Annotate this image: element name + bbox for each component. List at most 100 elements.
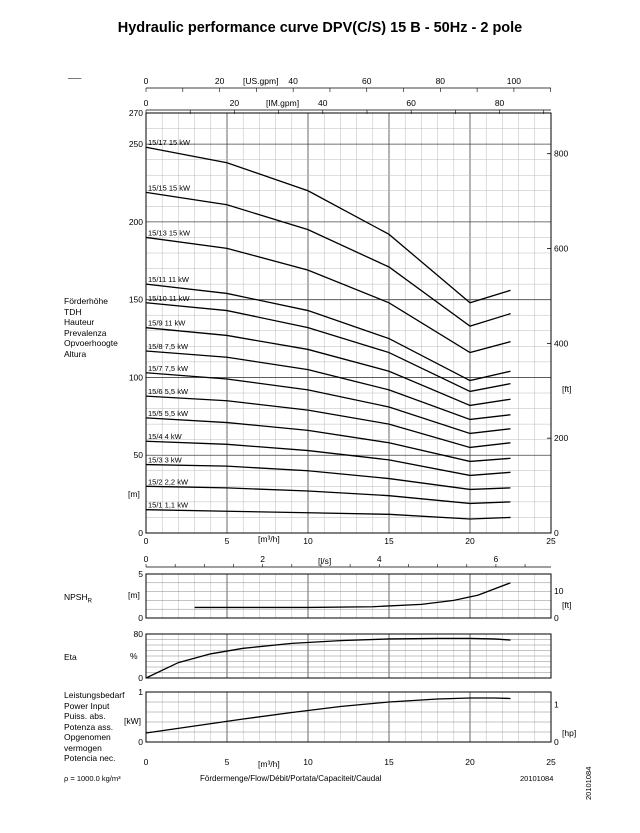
- series-label: 15/9 11 kW: [148, 319, 186, 328]
- curve-head-5: [145, 327, 511, 407]
- y-tick-label: 80: [134, 629, 144, 639]
- head-label-nl: Opvoerhoogte: [64, 338, 118, 348]
- curve-npsh-0: [194, 582, 511, 609]
- m3h-tick-label: 20: [465, 536, 475, 546]
- panel-frame: [145, 573, 552, 619]
- flow-axis-title: Fördermenge/Flow/Débit/Portata/Capacitei…: [200, 774, 382, 783]
- usgpm-tick-label: 0: [144, 76, 149, 86]
- series-label: 15/1 1,1 kW: [148, 501, 189, 510]
- npsh-label-main: NPSH: [64, 592, 88, 602]
- y-tick-label: 5: [138, 569, 143, 579]
- m3h-tick-label: 10: [303, 536, 313, 546]
- power-label-en: Power Input: [64, 700, 110, 711]
- usgpm-tick-label: 40: [288, 76, 298, 86]
- m3h-tick-label: 0: [144, 536, 149, 546]
- panel-frame: [145, 691, 552, 743]
- imgpm-tick-label: 60: [406, 98, 416, 108]
- secondary-tick-label: 10: [554, 586, 564, 596]
- m3h-tick-label-bottom: 25: [546, 757, 556, 767]
- curve-head-3: [145, 283, 511, 382]
- curve-head-6: [145, 350, 511, 421]
- y-tick-label: 200: [129, 217, 143, 227]
- secondary-tick-label: 400: [554, 338, 568, 348]
- m3h-tick-label: 5: [225, 536, 230, 546]
- page-title: Hydraulic performance curve DPV(C/S) 15 …: [117, 20, 523, 36]
- imgpm-tick-label: 80: [495, 98, 505, 108]
- power-unit-kw: [kW]: [124, 716, 141, 726]
- usgpm-tick-label: 80: [436, 76, 446, 86]
- y-tick-label: 150: [129, 295, 143, 305]
- npsh-unit-ft: [ft]: [562, 600, 572, 610]
- ls-tick-label: 0: [144, 554, 149, 564]
- curve-head-9: [145, 417, 511, 463]
- curve-head-12: [145, 485, 511, 505]
- head-label-block: Förderhöhe TDH Hauteur Prevalenza Opvoer…: [64, 296, 118, 359]
- power-label-it: Potenza ass.: [64, 721, 114, 732]
- power-label-de: Leistungsbedarf: [64, 690, 125, 700]
- npsh-unit-m: [m]: [128, 590, 140, 600]
- document-code: 20101084: [520, 774, 554, 783]
- eta-label: Eta: [64, 652, 77, 662]
- series-label: 15/4 4 kW: [148, 432, 183, 441]
- curve-layer: [145, 146, 511, 734]
- curve-head-11: [145, 463, 511, 491]
- usgpm-tick-label: 100: [507, 76, 521, 86]
- series-label: 15/3 3 kW: [148, 456, 183, 465]
- power-unit-hp: [hp]: [562, 728, 577, 738]
- usgpm-tick-label: 20: [215, 76, 225, 86]
- m3h-unit-label-top: [m³/h]: [258, 534, 280, 544]
- imgpm-tick-label: 0: [144, 98, 149, 108]
- head-label-de: Förderhöhe: [64, 296, 108, 306]
- power-label-fr: Puiss. abs.: [64, 711, 106, 721]
- m3h-unit-label-bottom: [m³/h]: [258, 759, 280, 769]
- corner-mark: ___: [68, 70, 82, 79]
- series-label: 15/10 11 kW: [148, 294, 190, 303]
- curve-head-8: [145, 395, 511, 449]
- usgpm-unit-label: [US.gpm]: [243, 76, 279, 86]
- head-label-en: TDH: [64, 306, 82, 317]
- document-code-vertical: 20101084: [584, 766, 593, 800]
- m3h-tick-label-bottom: 0: [144, 757, 149, 767]
- power-label-block: Leistungsbedarf Power Input Puiss. abs. …: [64, 690, 125, 764]
- y-tick-label: 0: [138, 673, 143, 683]
- secondary-tick-label: 600: [554, 244, 568, 254]
- y-tick-label: 50: [134, 450, 144, 460]
- series-label: 15/15 15 kW: [148, 183, 191, 192]
- usgpm-tick-label: 60: [362, 76, 372, 86]
- y-tick-label: 100: [129, 372, 143, 382]
- y-tick-label: 0: [138, 737, 143, 747]
- secondary-tick-label: 800: [554, 149, 568, 159]
- npsh-label-sub: R: [87, 598, 92, 605]
- curve-head-7: [145, 372, 511, 435]
- curve-head-2: [145, 236, 511, 354]
- grid-layer: [145, 87, 552, 743]
- series-label: 15/11 11 kW: [148, 275, 190, 284]
- series-label: 15/13 15 kW: [148, 228, 191, 237]
- head-unit-m: [m]: [128, 489, 140, 499]
- density-note: ρ = 1000.0 kg/m³: [64, 774, 121, 783]
- imgpm-unit-label: [IM.gpm]: [266, 98, 300, 108]
- curve-head-10: [145, 440, 511, 477]
- imgpm-tick-label: 20: [230, 98, 240, 108]
- head-label-fr: Hauteur: [64, 317, 95, 327]
- curve-head-1: [145, 191, 511, 327]
- series-label: 15/17 15 kW: [148, 138, 191, 147]
- m3h-tick-label-bottom: 20: [465, 757, 475, 767]
- panel-frame: [145, 633, 552, 679]
- secondary-tick-label: 0: [554, 613, 559, 623]
- series-label: 15/8 7,5 kW: [148, 342, 189, 351]
- m3h-tick-label-bottom: 10: [303, 757, 313, 767]
- curve-head-4: [145, 302, 511, 393]
- ls-tick-label: 6: [494, 554, 499, 564]
- secondary-tick-label: 0: [554, 528, 559, 538]
- y-tick-label: 270: [129, 108, 143, 118]
- m3h-tick-label: 15: [384, 536, 394, 546]
- m3h-tick-label: 25: [546, 536, 556, 546]
- m3h-tick-label-bottom: 5: [225, 757, 230, 767]
- secondary-tick-label: 1: [554, 700, 559, 710]
- head-label-es: Altura: [64, 348, 87, 359]
- m3h-tick-label-bottom: 15: [384, 757, 394, 767]
- power-label-nl-1: Opgenomen: [64, 732, 111, 742]
- y-tick-label: 0: [138, 613, 143, 623]
